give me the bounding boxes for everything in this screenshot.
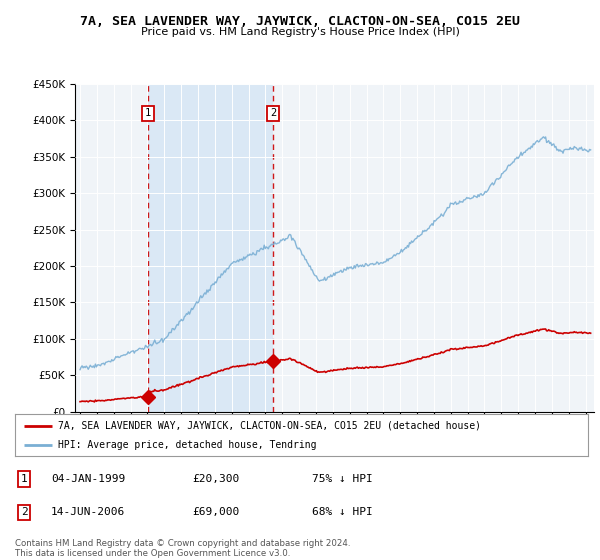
Text: 7A, SEA LAVENDER WAY, JAYWICK, CLACTON-ON-SEA, CO15 2EU: 7A, SEA LAVENDER WAY, JAYWICK, CLACTON-O… [80, 15, 520, 28]
Text: £69,000: £69,000 [192, 507, 239, 517]
Text: 2: 2 [20, 507, 28, 517]
Text: HPI: Average price, detached house, Tendring: HPI: Average price, detached house, Tend… [58, 440, 316, 450]
Text: 75% ↓ HPI: 75% ↓ HPI [312, 474, 373, 484]
Text: 1: 1 [145, 108, 151, 118]
Text: £20,300: £20,300 [192, 474, 239, 484]
Text: 7A, SEA LAVENDER WAY, JAYWICK, CLACTON-ON-SEA, CO15 2EU (detached house): 7A, SEA LAVENDER WAY, JAYWICK, CLACTON-O… [58, 421, 481, 431]
Text: 1: 1 [20, 474, 28, 484]
Text: 14-JUN-2006: 14-JUN-2006 [51, 507, 125, 517]
Text: 68% ↓ HPI: 68% ↓ HPI [312, 507, 373, 517]
Text: 04-JAN-1999: 04-JAN-1999 [51, 474, 125, 484]
Text: 2: 2 [270, 108, 276, 118]
Text: Price paid vs. HM Land Registry's House Price Index (HPI): Price paid vs. HM Land Registry's House … [140, 27, 460, 38]
Text: Contains HM Land Registry data © Crown copyright and database right 2024.
This d: Contains HM Land Registry data © Crown c… [15, 539, 350, 558]
Bar [148, 84, 273, 412]
